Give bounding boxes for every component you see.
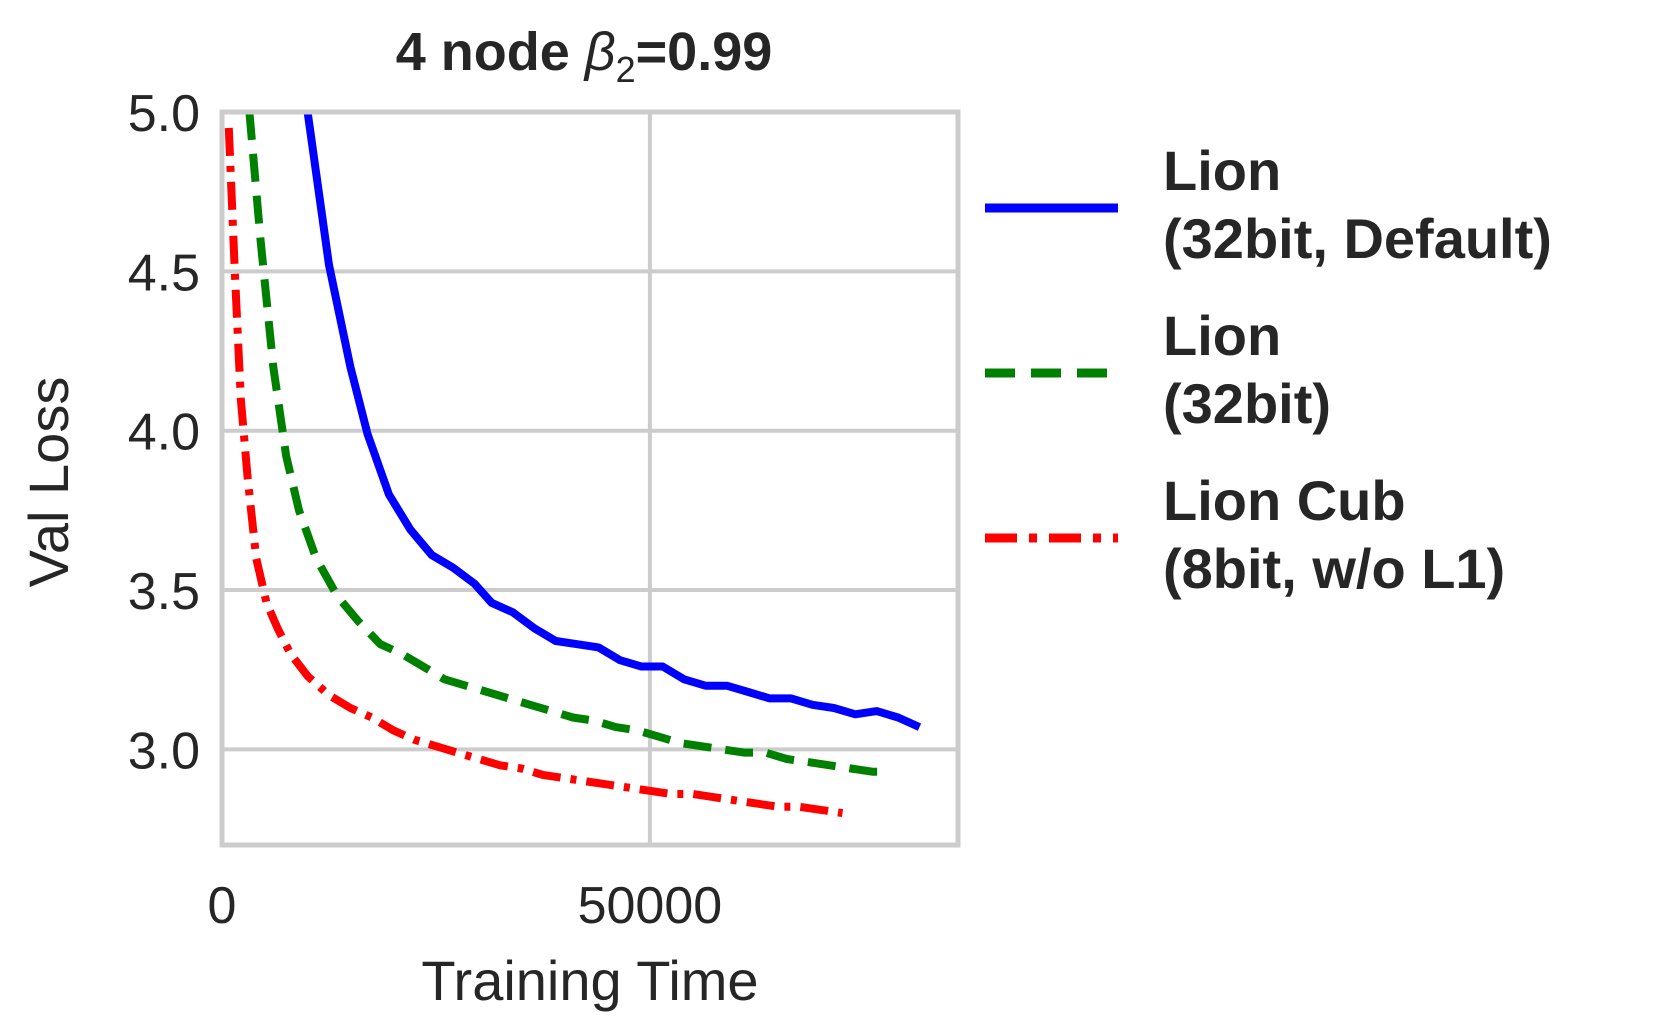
y-tick-label: 3.0	[128, 722, 200, 780]
x-axis-label: Training Time	[421, 949, 758, 1012]
legend-label: Lion Cub	[1163, 469, 1406, 532]
y-tick-label: 4.0	[128, 404, 200, 462]
title-beta: β	[583, 22, 616, 82]
legend-label: (32bit)	[1163, 372, 1331, 435]
legend: Lion(32bit, Default)Lion(32bit)Lion Cub(…	[985, 139, 1552, 600]
title-subscript: 2	[616, 49, 636, 90]
series-line-1	[245, 112, 890, 776]
legend-label: Lion	[1163, 139, 1281, 202]
gridlines	[220, 110, 958, 845]
y-tick-labels: 3.0 3.5 4.0 4.5 5.0	[128, 85, 200, 780]
y-axis-label: Val Loss	[17, 377, 80, 588]
legend-label: (8bit, w/o L1)	[1163, 537, 1505, 600]
legend-label: (32bit, Default)	[1163, 207, 1552, 270]
chart-title: 4 node β2=0.99	[396, 22, 773, 90]
series-lines	[224, 112, 922, 818]
legend-label: Lion	[1163, 304, 1281, 367]
x-tick-label: 0	[208, 877, 237, 935]
y-tick-label: 3.5	[128, 563, 200, 621]
y-tick-label: 5.0	[128, 85, 200, 143]
x-tick-labels: 0 50000	[208, 877, 723, 935]
plot-frame	[219, 109, 961, 848]
x-tick-label: 50000	[578, 877, 723, 935]
title-prefix: 4 node	[396, 22, 585, 82]
series-line-0	[303, 112, 922, 731]
y-tick-label: 4.5	[128, 244, 200, 302]
title-suffix: =0.99	[636, 22, 773, 82]
series-line-2	[224, 127, 844, 818]
